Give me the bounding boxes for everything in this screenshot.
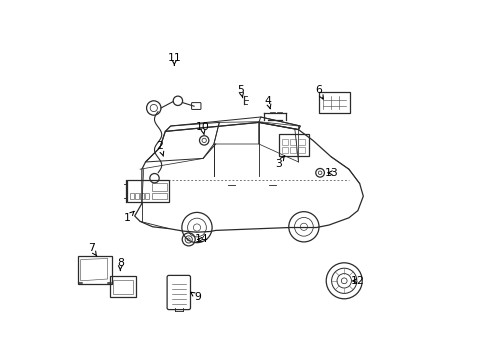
- Text: 6: 6: [314, 85, 323, 99]
- Text: 13: 13: [324, 168, 338, 178]
- Text: 3: 3: [275, 156, 284, 169]
- Text: 8: 8: [117, 258, 123, 271]
- Text: 9: 9: [190, 292, 201, 302]
- Text: 10: 10: [195, 122, 209, 135]
- Text: 12: 12: [350, 276, 364, 286]
- Text: 2: 2: [156, 141, 163, 156]
- Text: 5: 5: [237, 85, 244, 98]
- Text: 4: 4: [264, 96, 271, 109]
- Text: 1: 1: [124, 211, 134, 223]
- Text: 7: 7: [88, 243, 97, 256]
- Text: 14: 14: [194, 234, 208, 244]
- Text: 11: 11: [167, 53, 181, 66]
